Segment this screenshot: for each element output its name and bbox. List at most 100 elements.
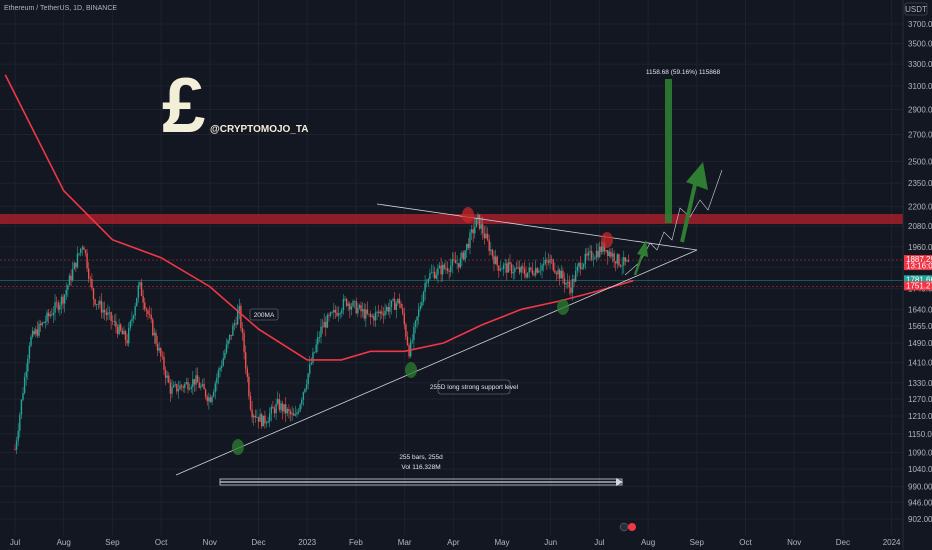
candle-body-354 [581,267,583,269]
candle-body-242 [401,308,404,314]
candle-body-20 [46,312,48,322]
candle-body-90 [158,348,160,351]
candle-189 [317,331,319,353]
candle-body-261 [432,271,434,273]
candle-382 [626,258,628,262]
candle-79 [140,278,143,297]
candle-294 [485,225,487,239]
candle-body-52 [97,304,100,305]
candle-164 [277,391,279,406]
candle-body-256 [424,282,426,292]
candle-60 [110,311,112,330]
candle-body-65 [118,324,120,334]
candle-body-33 [67,285,69,291]
candle-body-141 [240,305,242,329]
candle-19 [44,315,47,329]
candle-body-335 [550,259,553,260]
candle-body-237 [393,299,396,310]
candle-body-34 [68,275,71,286]
candle-body-328 [539,270,542,271]
currency-button[interactable]: USDT [904,2,928,16]
candle-373 [611,248,614,263]
candle-body-267 [442,264,444,275]
time-axis[interactable]: Jul Aug Sep Oct Nov Dec 2023 Feb Mar Apr May Jun Jul… [10,538,901,547]
candle-3 [19,412,21,438]
candle-body-137 [233,323,236,326]
candle-body-9 [28,345,31,359]
candle-334 [549,254,551,270]
candle-259 [429,268,431,281]
candle-body-121 [208,397,210,402]
candle-76 [136,297,138,307]
candle-299 [493,250,495,272]
arrow-small-shaft [633,251,645,276]
candle-body-21 [47,312,50,317]
candle-142 [241,322,244,341]
candle-375 [615,260,617,272]
candle-313 [515,261,518,270]
candle-234 [389,298,391,319]
candle-body-322 [530,267,532,270]
candle-276 [456,255,458,270]
candle-156 [264,410,266,429]
candle-195 [326,312,329,329]
candle-body-382 [626,260,628,262]
candle-135 [230,334,232,340]
candle-body-86 [152,319,154,336]
candle-body-38 [75,262,77,268]
candle-269 [445,260,447,274]
candle-body-43 [83,247,85,250]
price-guides [0,259,903,287]
candle-body-323 [531,269,534,274]
candle-body-230 [382,313,385,316]
candle-6 [23,372,26,395]
candle-202 [337,306,340,322]
candle-body-226 [376,311,378,313]
candle-144 [244,345,247,374]
price-tag-value-1: 1781.66 [906,275,932,284]
candle-264 [437,263,439,284]
candle-body-361 [592,259,595,260]
candle-body-37 [73,262,75,270]
candle-body-97 [169,382,172,394]
candle-body-53 [99,300,101,305]
candle-30 [62,293,64,309]
candle-body-127 [217,370,220,378]
candle-132 [225,338,228,355]
candle-body-161 [272,406,274,409]
candle-body-26 [55,302,58,303]
candle-body-312 [514,268,516,273]
candle-221 [368,313,370,317]
candle-body-374 [613,253,615,262]
candle-239 [397,298,399,307]
candle-69 [124,329,127,346]
candle-body-205 [342,298,345,311]
candle-body-199 [333,309,335,313]
candle-body-98 [171,387,173,394]
candle-316 [520,264,522,281]
data-window-icon[interactable] [619,522,636,532]
candle-353 [579,256,582,276]
candle-body-64 [116,327,119,334]
candle-body-309 [509,262,511,265]
candle-body-75 [134,306,136,316]
candle-165 [278,393,281,413]
candle-146 [248,372,250,400]
candle-body-87 [153,332,156,336]
candle-40 [78,252,80,257]
candle-129 [220,360,223,372]
x-tick-label-9: Apr [447,538,460,547]
candle-body-356 [584,253,587,265]
candle-body-210 [350,306,353,310]
candle-54 [100,292,103,319]
candle-55 [102,302,104,319]
candle-body-186 [312,352,314,363]
candle-body-17 [41,322,43,326]
candle-108 [187,377,189,394]
candle-303 [499,261,502,272]
candle-335 [550,255,553,265]
candle-122 [209,394,212,403]
candle-26 [55,296,58,308]
candle-body-209 [349,303,351,310]
